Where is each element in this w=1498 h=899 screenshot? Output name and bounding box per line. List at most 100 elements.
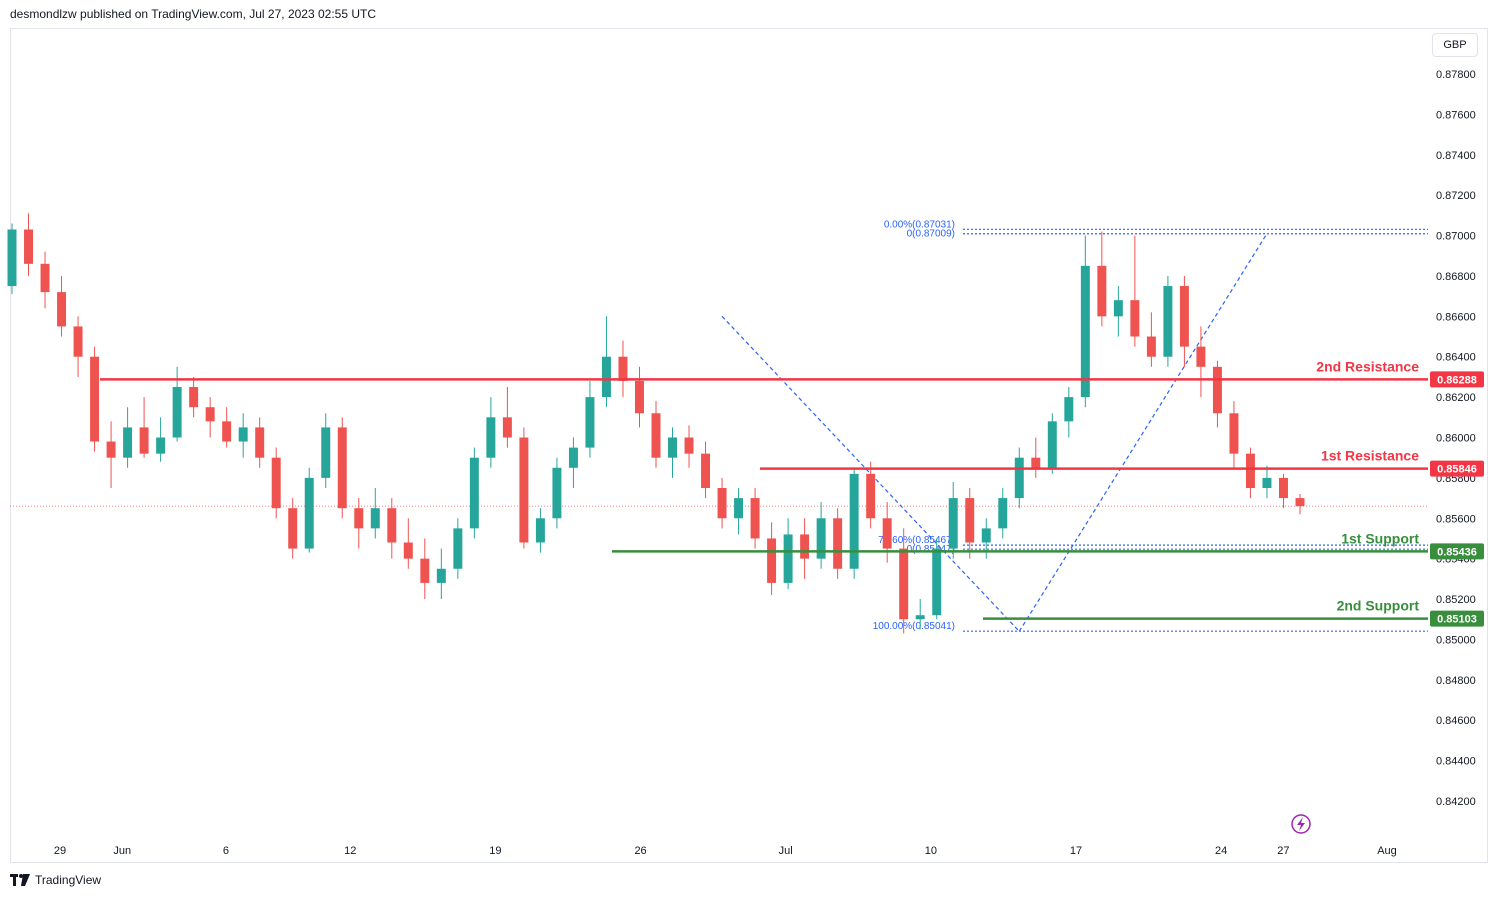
candle-body [469, 457, 479, 529]
candle-body [1146, 336, 1156, 357]
price-tag-value: 0.85103 [1437, 614, 1477, 626]
y-tick-label: 0.87800 [1436, 69, 1476, 81]
candle-body [1262, 477, 1272, 488]
candle-body [403, 542, 413, 559]
candle-body [948, 498, 958, 549]
candle-body [420, 558, 430, 583]
y-tick-label: 0.85600 [1436, 513, 1476, 525]
tradingview-logo-icon [10, 874, 30, 886]
candle-body [568, 447, 578, 468]
x-tick-label: Jun [113, 845, 131, 857]
candle-body [502, 417, 512, 438]
y-tick-label: 0.86800 [1436, 271, 1476, 283]
candle-body [882, 518, 892, 549]
candle-body [189, 387, 199, 408]
x-tick-label: Aug [1377, 845, 1397, 857]
x-tick-label: 24 [1215, 845, 1227, 857]
y-tick-label: 0.84400 [1436, 756, 1476, 768]
x-tick-label: 10 [925, 845, 937, 857]
y-tick-label: 0.86000 [1436, 433, 1476, 445]
y-tick-label: 0.87200 [1436, 190, 1476, 202]
candle-body [701, 453, 711, 488]
candle-body [915, 615, 925, 620]
candle-body [354, 508, 364, 529]
candle-body [750, 498, 760, 539]
chart-frame [10, 28, 1488, 863]
price-tag-value: 0.85436 [1437, 546, 1477, 558]
x-tick-label: Jul [779, 845, 793, 857]
publisher-header: desmondlzw published on TradingView.com,… [10, 7, 376, 21]
candle-body [684, 437, 694, 454]
price-tag [1430, 543, 1484, 560]
y-tick-label: 0.86400 [1436, 352, 1476, 364]
candle-body [618, 356, 628, 381]
candle-body [1130, 300, 1140, 337]
candle-body [1064, 397, 1074, 422]
y-tick-label: 0.87400 [1436, 150, 1476, 162]
candle-body [370, 508, 380, 529]
x-tick-label: 12 [344, 845, 356, 857]
candle-body [1295, 498, 1305, 507]
resistance-label: 2nd Resistance [1316, 358, 1419, 374]
candle-body [998, 498, 1008, 529]
fib-label: 0(0.85447) [907, 544, 955, 555]
candle-body [288, 508, 298, 549]
candle-body [1080, 265, 1090, 398]
candle-body [668, 437, 677, 458]
candle-body [486, 417, 496, 458]
price-tag-value: 0.85846 [1437, 464, 1477, 476]
candle-body [271, 457, 281, 509]
support-label: 1st Support [1341, 530, 1419, 546]
candle-body [1163, 286, 1173, 357]
candle-body [436, 568, 446, 583]
candle-body [1031, 457, 1041, 468]
candle-body [1014, 457, 1024, 499]
price-tag-value: 0.86288 [1437, 374, 1477, 386]
y-tick-label: 0.85000 [1436, 634, 1476, 646]
y-tick-label: 0.86200 [1436, 392, 1476, 404]
tradingview-footer: TradingView [10, 873, 101, 887]
candle-body [1047, 421, 1057, 468]
x-tick-label: 29 [54, 845, 66, 857]
lightning-icon-bolt [1297, 817, 1305, 831]
candle-body [123, 427, 133, 458]
currency-selector[interactable]: GBP [1432, 33, 1478, 57]
candle-body [800, 534, 810, 559]
candle-body [519, 437, 529, 543]
x-tick-label: 19 [489, 845, 501, 857]
candle-body [552, 467, 562, 519]
candle-body [585, 397, 595, 448]
x-tick-label: 17 [1070, 845, 1082, 857]
candle-body [222, 421, 232, 442]
x-tick-label: 26 [634, 845, 646, 857]
candle-body [321, 427, 331, 478]
candle-body [238, 427, 248, 442]
price-tag [1430, 610, 1484, 627]
candle-body [57, 292, 67, 327]
candle-body [90, 356, 100, 442]
lightning-icon [1291, 814, 1311, 834]
candle-body [635, 380, 644, 414]
candle-body [651, 413, 661, 458]
candle-body [1097, 265, 1107, 317]
trend-line [721, 315, 1020, 632]
candle-body [387, 508, 397, 543]
resistance-label: 1st Resistance [1321, 448, 1419, 464]
fib-label: 0.00%(0.87031) [884, 219, 955, 230]
trend-line [1018, 233, 1268, 632]
candle-body [255, 427, 265, 458]
y-tick-label: 0.84200 [1436, 796, 1476, 808]
candle-body [1229, 413, 1239, 454]
fib-label: 100.00%(0.85041) [873, 621, 955, 632]
price-tag [1430, 371, 1484, 388]
candle-body [453, 528, 463, 569]
y-tick-label: 0.84800 [1436, 675, 1476, 687]
candle-body [40, 263, 50, 293]
candle-body [535, 518, 545, 543]
candle-body [1212, 366, 1222, 414]
candle-body [1179, 286, 1189, 347]
candle-body [767, 538, 777, 583]
candle-body [849, 473, 859, 569]
candle-body [866, 473, 876, 519]
